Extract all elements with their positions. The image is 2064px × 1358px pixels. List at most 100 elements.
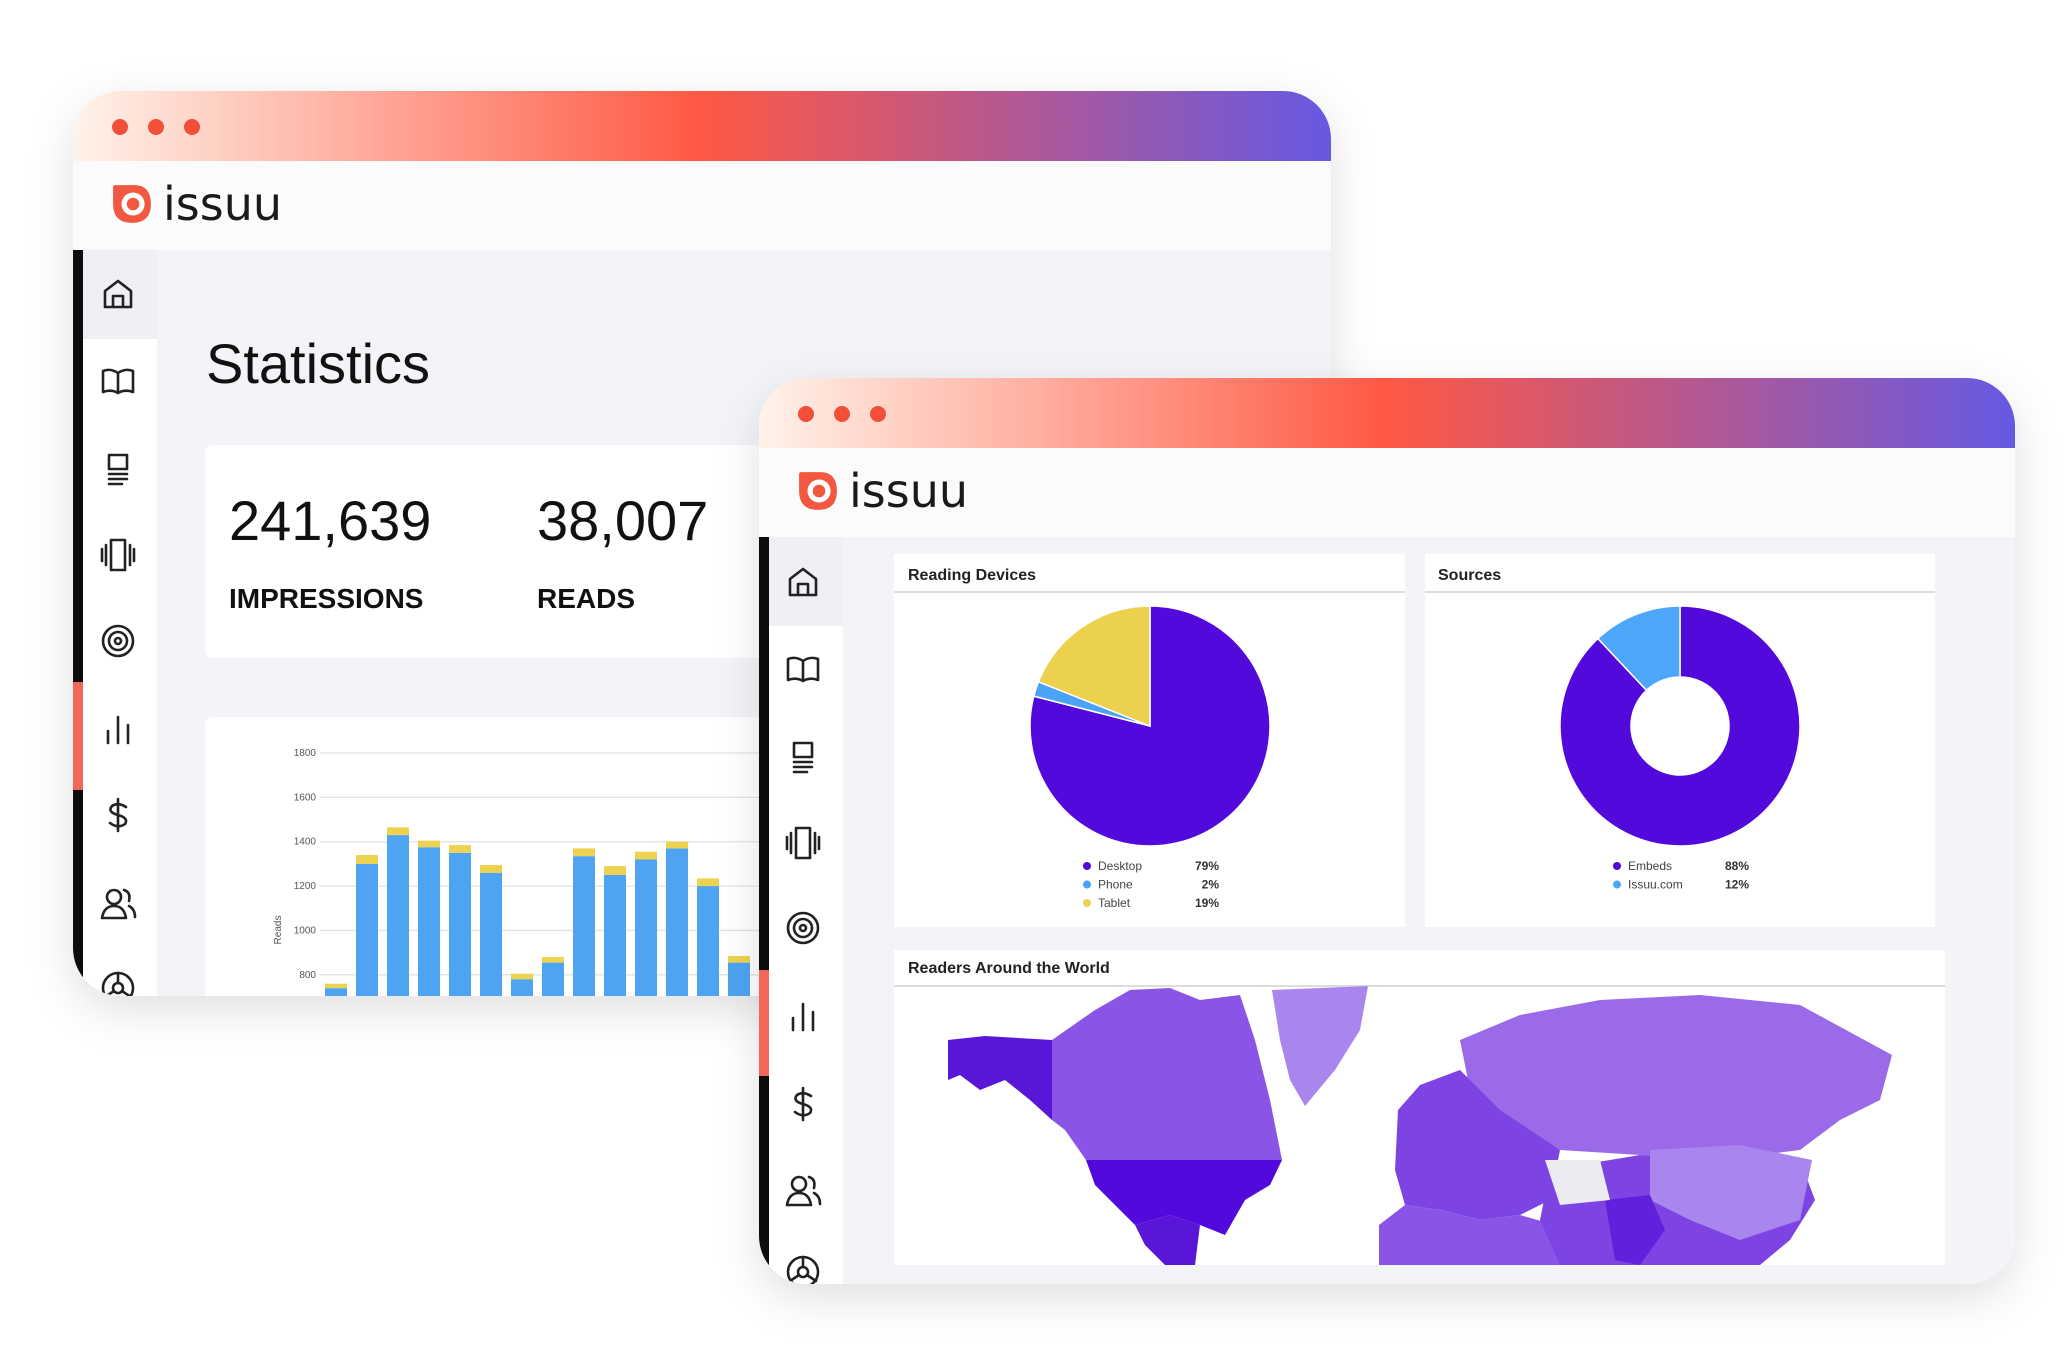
logo-icon xyxy=(113,185,151,223)
stat-value: 241,639 xyxy=(229,489,431,552)
bar-segment xyxy=(573,856,595,996)
window-dot[interactable] xyxy=(798,406,814,422)
stat-label: READS xyxy=(537,583,635,614)
bar-segment xyxy=(635,859,657,996)
legend-swatch xyxy=(1083,880,1091,889)
stat-label: IMPRESSIONS xyxy=(229,583,423,614)
region xyxy=(1395,1070,1560,1220)
window-dot[interactable] xyxy=(148,119,164,135)
title-bar xyxy=(73,91,1331,161)
logo-text: issuu xyxy=(849,464,968,518)
bar-segment xyxy=(356,863,378,996)
region xyxy=(1086,1160,1282,1235)
sidebar xyxy=(73,250,157,996)
bar-segment xyxy=(542,962,564,996)
region xyxy=(1545,1160,1610,1205)
region xyxy=(948,1036,1052,1120)
region xyxy=(1605,1195,1665,1265)
bar-segment xyxy=(325,988,347,996)
region xyxy=(1052,988,1282,1160)
y-axis-label: Reads xyxy=(273,916,284,945)
legend-value: 79% xyxy=(1195,859,1219,873)
window-dot[interactable] xyxy=(834,406,850,422)
sidebar xyxy=(759,537,843,1284)
legend-swatch xyxy=(1083,899,1091,907)
page-title: Statistics xyxy=(206,332,430,395)
bar-segment xyxy=(325,983,347,989)
legend-value: 2% xyxy=(1202,878,1220,892)
y-tick-label: 1200 xyxy=(294,881,317,892)
card-title: Readers Around the World xyxy=(908,960,1110,977)
header xyxy=(73,161,1331,250)
sidebar-active-marker xyxy=(73,682,83,790)
legend-value: 88% xyxy=(1725,859,1749,873)
bar-segment xyxy=(728,962,750,996)
bar-segment xyxy=(511,973,533,980)
region xyxy=(1379,1205,1572,1265)
sidebar-active-bg xyxy=(83,250,157,339)
legend-swatch xyxy=(1083,862,1091,870)
bar-segment xyxy=(697,878,719,887)
logo-text: issuu xyxy=(163,177,282,231)
bar-segment xyxy=(356,855,378,864)
pie-charts: Desktop 79% Phone 2% Tablet 19% Embeds 88% Issuu… xyxy=(1029,605,1801,910)
bar-segment xyxy=(604,866,626,875)
y-tick-label: 1800 xyxy=(294,748,317,759)
stat-value: 38,007 xyxy=(537,489,708,552)
bar-segment xyxy=(697,886,719,996)
bar-segment xyxy=(573,848,595,857)
bar-segment xyxy=(387,835,409,996)
region xyxy=(1650,1145,1812,1240)
bar-segment xyxy=(480,865,502,873)
bar-segment xyxy=(449,852,471,996)
y-tick-label: 800 xyxy=(299,970,316,981)
bar-segment xyxy=(387,827,409,836)
y-tick-label: 1400 xyxy=(294,837,317,848)
legend-label: Desktop xyxy=(1098,859,1142,873)
legend-swatch xyxy=(1613,862,1621,870)
region xyxy=(1272,986,1368,1106)
bar-segment xyxy=(542,957,564,963)
front-window: issuu Reading Devices Sources Readers Ar… xyxy=(759,378,2015,1284)
sidebar-strip xyxy=(73,250,83,996)
legend-label: Embeds xyxy=(1628,859,1672,873)
bar-segment xyxy=(480,872,502,996)
legend-swatch xyxy=(1613,880,1621,889)
bar-segment xyxy=(418,840,440,848)
bar-segment xyxy=(418,847,440,996)
title-bar xyxy=(759,378,2015,448)
world-map xyxy=(948,986,1892,1265)
sidebar-active-marker xyxy=(759,970,769,1076)
bar-segment xyxy=(511,979,533,996)
card-title: Sources xyxy=(1438,567,1501,584)
region xyxy=(1135,1215,1200,1265)
bar-segment xyxy=(635,851,657,860)
legend-label: Phone xyxy=(1098,878,1133,892)
window-dot[interactable] xyxy=(184,119,200,135)
card-title: Reading Devices xyxy=(908,567,1036,584)
window-dot[interactable] xyxy=(112,119,128,135)
y-tick-label: 1000 xyxy=(294,925,317,936)
region xyxy=(1460,995,1892,1160)
y-tick-label: 1600 xyxy=(294,792,317,803)
legend-label: Issuu.com xyxy=(1628,878,1683,892)
legend-value: 19% xyxy=(1195,896,1219,910)
sidebar-strip xyxy=(759,537,769,1284)
bar-chart: 800 1000 1200 1400 1600 1800 xyxy=(294,748,760,996)
bar-segment xyxy=(666,848,688,996)
legend-label: Tablet xyxy=(1098,896,1131,910)
header xyxy=(759,448,2015,537)
stats-card xyxy=(205,445,805,658)
logo-icon xyxy=(799,472,837,510)
bar-segment xyxy=(449,845,471,853)
bar-segment xyxy=(604,875,626,996)
bar-segment xyxy=(728,955,750,963)
pie-slice xyxy=(1037,605,1151,728)
window-dot[interactable] xyxy=(870,406,886,422)
bar-segment xyxy=(666,841,688,849)
pie-slice xyxy=(1596,605,1681,692)
legend-value: 12% xyxy=(1725,878,1749,892)
pie-slice xyxy=(1559,605,1801,847)
